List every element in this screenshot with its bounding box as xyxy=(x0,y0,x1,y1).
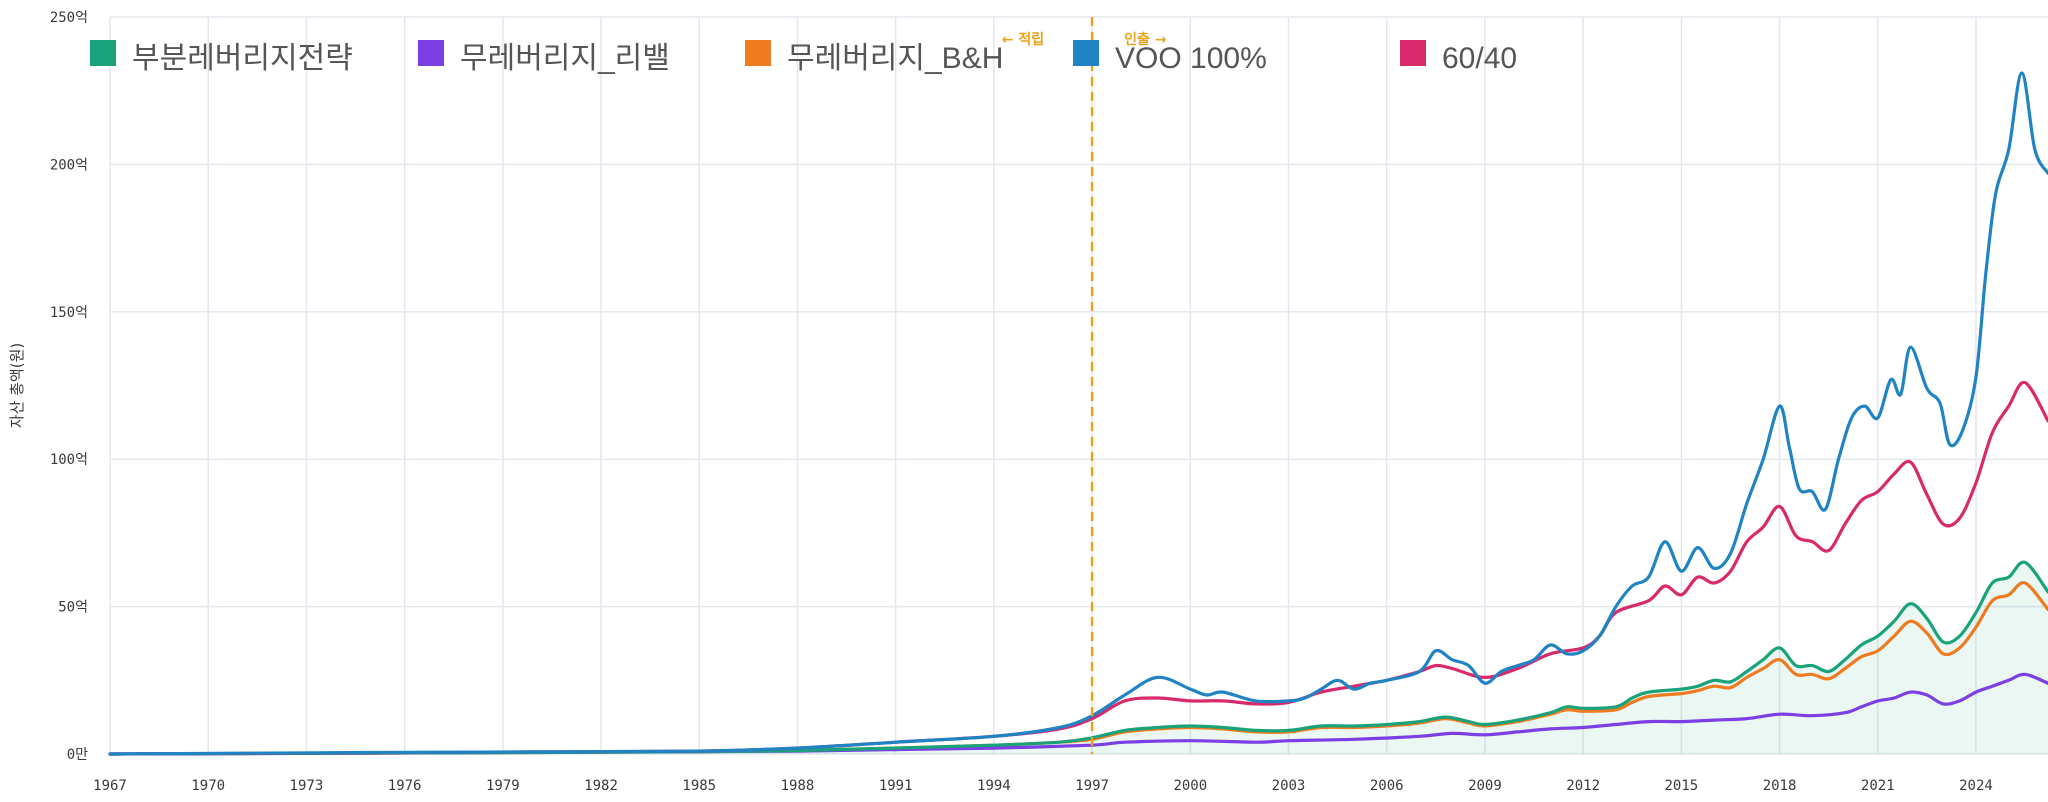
series-line-3 xyxy=(108,71,2048,756)
x-tick-label: 2009 xyxy=(1468,778,1502,794)
x-tick-label: 1982 xyxy=(584,778,618,794)
series-line-0 xyxy=(108,560,2048,756)
legend-item-1[interactable]: 무레버리지_리밸 xyxy=(418,40,670,75)
legend-item-2[interactable]: 무레버리지_B&H xyxy=(745,40,1003,75)
y-tick-label: 250억 xyxy=(50,10,88,26)
legend-swatch xyxy=(418,40,444,66)
legend-label: 부분레버리지전략 xyxy=(132,42,353,75)
x-tick-label: 2024 xyxy=(1959,778,1993,794)
legend-label: 무레버리지_리밸 xyxy=(460,42,670,75)
legend-label: 60/40 xyxy=(1442,42,1517,75)
x-axis-ticks: 1967 1970 1973 1976 1979 1982 1985 1988 1991 1994… xyxy=(93,778,1993,794)
legend-label: 무레버리지_B&H xyxy=(787,42,1003,75)
y-tick-label: 200억 xyxy=(50,157,88,173)
x-tick-label: 1973 xyxy=(290,778,324,794)
series-area-0 xyxy=(110,562,2048,754)
x-tick-label: 1967 xyxy=(93,778,127,794)
x-tick-label: 1994 xyxy=(977,778,1011,794)
x-tick-label: 1991 xyxy=(879,778,913,794)
x-tick-label: 1997 xyxy=(1075,778,1109,794)
x-tick-label: 1976 xyxy=(388,778,422,794)
y-gridlines xyxy=(110,16,2048,755)
y-tick-label: 0만 xyxy=(67,747,88,763)
x-tick-label: 1970 xyxy=(191,778,225,794)
x-tick-label: 2003 xyxy=(1272,778,1306,794)
x-tick-label: 2018 xyxy=(1763,778,1797,794)
x-gridlines xyxy=(109,17,1977,754)
legend-item-4[interactable]: 60/40 xyxy=(1400,40,1517,75)
legend-label: VOO 100% xyxy=(1115,42,1267,75)
annotation: ← 적립 인출 → xyxy=(1002,17,1167,754)
y-axis-ticks: 0만 50억 100억 150억 200억 250억 xyxy=(50,10,88,763)
x-tick-label: 1988 xyxy=(781,778,815,794)
annotation-right-label: 인출 → xyxy=(1124,31,1167,48)
legend-swatch xyxy=(90,40,116,66)
series-lines xyxy=(108,71,2048,756)
x-tick-label: 2000 xyxy=(1173,778,1207,794)
y-tick-label: 100억 xyxy=(50,452,88,468)
legend: 부분레버리지전략 무레버리지_리밸 무레버리지_B&H VOO 100% 60/40 xyxy=(90,40,1517,75)
x-tick-label: 2015 xyxy=(1664,778,1698,794)
legend-swatch xyxy=(745,40,771,66)
legend-item-0[interactable]: 부분레버리지전략 xyxy=(90,40,353,75)
x-tick-label: 1985 xyxy=(682,778,716,794)
legend-swatch xyxy=(1073,40,1099,66)
x-tick-label: 1979 xyxy=(486,778,520,794)
area-fills xyxy=(110,562,2048,754)
y-axis-title: 자산 총액(원) xyxy=(8,343,26,428)
x-tick-label: 2021 xyxy=(1861,778,1895,794)
legend-item-3[interactable]: VOO 100% xyxy=(1073,40,1267,75)
y-tick-label: 150억 xyxy=(50,305,88,321)
x-tick-label: 2012 xyxy=(1566,778,1600,794)
legend-swatch xyxy=(1400,40,1426,66)
y-tick-label: 50억 xyxy=(58,600,88,616)
annotation-left-label: ← 적립 xyxy=(1002,31,1044,48)
x-tick-label: 2006 xyxy=(1370,778,1404,794)
